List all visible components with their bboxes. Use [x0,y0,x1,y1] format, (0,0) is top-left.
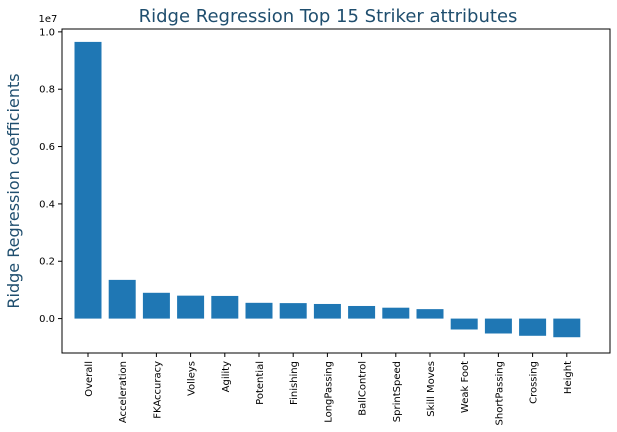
bar-longpassing [313,303,341,319]
bar-finishing [279,303,307,319]
x-tick-label: Agility [221,361,232,392]
x-tick-label: Finishing [289,361,300,405]
bar-volleys [177,295,205,319]
bar-ballcontrol [348,305,376,319]
bar-agility [211,295,239,319]
x-tick-label: Potential [255,361,266,405]
bar-skill-moves [416,309,444,319]
x-tick-label: Weak Foot [460,361,471,413]
bars [74,41,581,338]
bar-acceleration [108,279,136,319]
bar-fkaccuracy [142,292,170,319]
x-tick-label: FKAccuracy [152,361,163,419]
bar-sprintspeed [382,307,410,319]
y-tick-label: 0.8 [39,85,55,96]
y-tick-label: 1.0 [39,27,55,38]
x-tick-label: Overall [84,361,95,397]
bar-potential [245,302,273,319]
x-tick-label: BallControl [358,361,369,416]
x-axis-ticks: Overall Acceleration FKAccuracy Volleys Agil… [84,353,574,425]
x-tick-label: Skill Moves [426,361,437,417]
x-tick-label: Acceleration [118,361,129,423]
bar-weak-foot [450,318,478,330]
y-axis-label: Ridge Regression coefficients [4,73,23,308]
y-tick-label: 0.0 [39,314,55,325]
x-tick-label: ShortPassing [494,361,505,425]
y-tick-label: 0.2 [39,257,55,268]
x-tick-label: Height [563,361,574,394]
x-tick-label: SprintSpeed [392,361,403,422]
x-tick-label: Volleys [187,361,198,396]
bar-overall [74,41,102,319]
x-tick-label: LongPassing [323,361,334,423]
bar-shortpassing [484,318,512,334]
chart-title: Ridge Regression Top 15 Striker attribut… [139,6,518,27]
y-axis-ticks: 0.0 0.2 0.4 0.6 0.8 1.0 [39,27,62,325]
y-tick-label: 0.4 [39,199,55,210]
x-tick-label: Crossing [529,361,540,404]
bar-crossing [519,318,547,336]
y-scale-label: 1e7 [39,14,58,25]
y-tick-label: 0.6 [39,142,55,153]
plot-frame [61,28,611,354]
bar-height [553,318,581,338]
